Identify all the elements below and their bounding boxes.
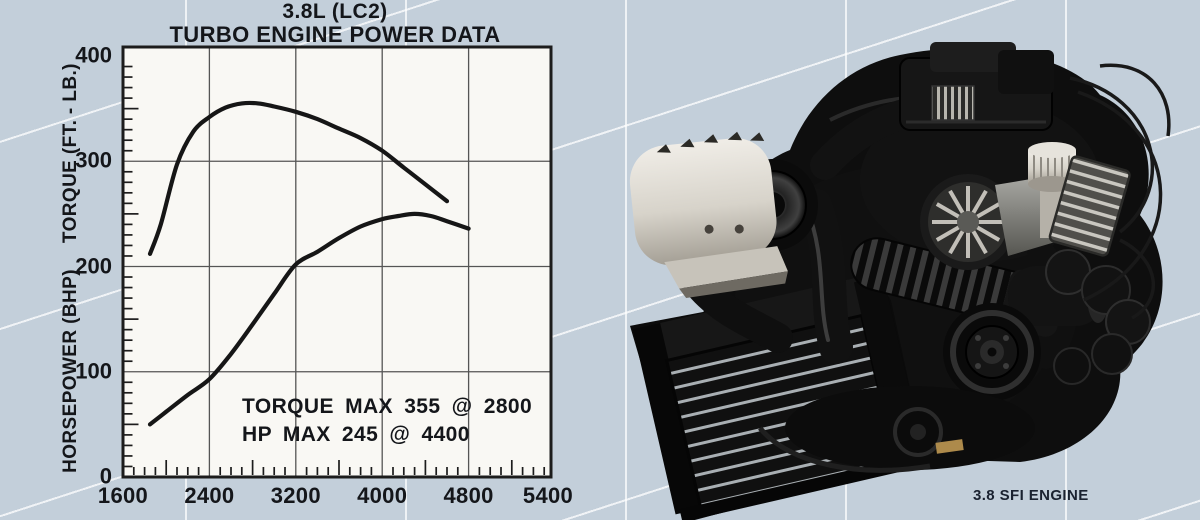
x-tick-label: 1600 [97,483,149,508]
finned-valve-cover [1048,155,1131,257]
chart-title-line1: 3.8L (LC2) [282,0,388,23]
y-tick-label: 400 [75,42,112,68]
x-tick-label: 4800 [443,483,494,508]
chart-title-line2: TURBO ENGINE POWER DATA [169,22,501,48]
y-tick-label: 100 [75,358,112,384]
engine-caption: 3.8 SFI ENGINE [973,487,1089,504]
corrugated-air-duct [850,237,1067,337]
engine-block-silhouette [702,48,1163,462]
x-tick-label: 3200 [270,483,321,508]
alternator [920,174,1062,270]
intake-pipes [680,93,1077,369]
y-tick-label: 200 [75,252,112,278]
exhaust-manifold [1045,249,1151,385]
x-tick-label: 2400 [184,483,235,508]
duct-collar [1008,266,1109,326]
y-tick-label: 300 [75,147,112,173]
intercooler [629,274,927,520]
oil-pan-area [758,386,1035,473]
x-tick-label: 4000 [357,483,408,508]
compressor-pulley [943,303,1041,401]
torque-curve [147,100,450,256]
chart-title: 3.8L (LC2) TURBO ENGINE POWER DATA [90,0,580,48]
turbo-heat-shield [629,131,788,298]
hp-curve [147,211,471,427]
turbocharger [726,159,818,251]
hp-max-annotation: HP MAX 245 @ 4400 [242,423,470,446]
oil-filler-cap [1028,142,1076,238]
x-tick-label: 5400 [522,483,574,508]
ignition-wires [1069,63,1171,320]
torque-max-annotation: TORQUE MAX 355 @ 2800 [242,395,533,418]
engine-photo [629,42,1171,520]
intake-plenum [899,42,1054,131]
y-tick-label: 0 [99,463,112,489]
